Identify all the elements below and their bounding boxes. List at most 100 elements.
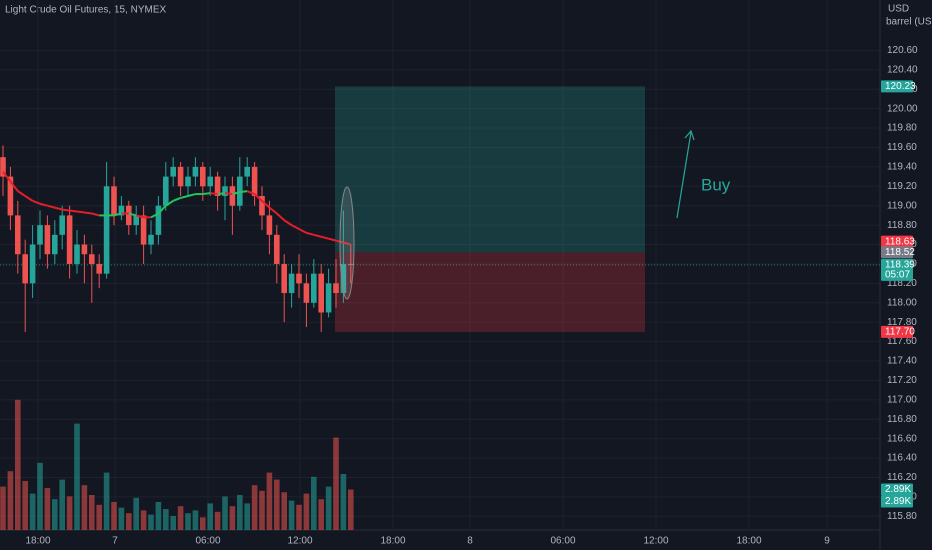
moving-average bbox=[298, 228, 307, 234]
volume-bar bbox=[7, 471, 14, 530]
volume-label-bg bbox=[881, 495, 913, 508]
volume-bar bbox=[126, 513, 132, 530]
volume-bar bbox=[229, 506, 236, 530]
volume-bar bbox=[200, 517, 206, 530]
x-tick-label: 06:00 bbox=[195, 536, 220, 547]
volume-bar bbox=[288, 500, 295, 530]
candle-body bbox=[200, 166, 206, 187]
candle-body bbox=[155, 205, 162, 235]
moving-average bbox=[253, 193, 263, 202]
x-tick-label: 8 bbox=[467, 536, 473, 547]
y-tick-label: 119.60 bbox=[887, 142, 917, 153]
moving-average bbox=[291, 224, 300, 230]
candle-body bbox=[52, 234, 58, 255]
volume-bar bbox=[59, 479, 65, 530]
moving-average bbox=[276, 212, 285, 222]
candle-body bbox=[89, 254, 95, 264]
moving-average bbox=[224, 192, 233, 196]
volume-bar bbox=[163, 509, 169, 530]
moving-average bbox=[306, 231, 315, 236]
candle-body bbox=[96, 263, 102, 274]
candle-body bbox=[311, 273, 317, 303]
x-tick-label: 12:00 bbox=[643, 536, 668, 547]
y-tick-label: 117.20 bbox=[887, 375, 917, 386]
candle-body bbox=[333, 283, 339, 294]
volume-bar bbox=[148, 514, 154, 530]
x-tick-label: 18:00 bbox=[736, 536, 761, 547]
x-tick-label: 9 bbox=[824, 536, 830, 547]
moving-average bbox=[69, 209, 78, 213]
volume-bar bbox=[118, 507, 125, 530]
y-tick-label: 117.60 bbox=[887, 336, 917, 347]
volume-bar bbox=[266, 472, 273, 530]
moving-average bbox=[62, 208, 70, 212]
moving-average bbox=[268, 206, 278, 215]
volume-bar bbox=[244, 503, 250, 530]
volume-bar bbox=[15, 399, 21, 530]
volume-bar bbox=[111, 502, 117, 530]
y-tick-label: 117.40 bbox=[887, 356, 917, 367]
entry-label-bg bbox=[881, 246, 913, 259]
moving-average bbox=[165, 200, 174, 207]
target-zone bbox=[335, 86, 645, 253]
grid bbox=[0, 0, 880, 530]
y-tick-label: 117.00 bbox=[887, 394, 917, 405]
moving-average bbox=[76, 210, 85, 214]
moving-average bbox=[202, 192, 211, 196]
y-tick-label: 120.40 bbox=[887, 64, 918, 75]
moving-average bbox=[320, 235, 329, 240]
volume-bar bbox=[66, 496, 73, 530]
candle-body bbox=[126, 205, 132, 226]
y-tick-label: 117.80 bbox=[887, 317, 917, 328]
moving-average bbox=[313, 233, 322, 238]
candle-body bbox=[15, 215, 21, 255]
stop-label-bg bbox=[881, 325, 913, 338]
candle-body bbox=[318, 273, 324, 313]
moving-average bbox=[84, 211, 92, 215]
volume-bar bbox=[303, 493, 310, 530]
moving-average bbox=[47, 204, 56, 209]
volume-bar bbox=[259, 490, 265, 530]
moving-average bbox=[328, 237, 337, 242]
candle-body bbox=[111, 186, 117, 216]
y-tick-label: 119.20 bbox=[887, 181, 917, 192]
candle-body bbox=[348, 263, 354, 265]
moving-average bbox=[91, 212, 100, 217]
entry-label: 118.52 bbox=[885, 247, 915, 258]
candle-body bbox=[303, 283, 310, 303]
candle-body bbox=[281, 263, 287, 294]
moving-average bbox=[210, 192, 218, 196]
candle-body bbox=[0, 157, 6, 177]
volume-bar bbox=[37, 462, 43, 530]
moving-average bbox=[232, 191, 241, 196]
unit: barrel (US) bbox=[886, 17, 932, 28]
last-price-label: 118.39 bbox=[885, 260, 915, 271]
moving-average bbox=[343, 241, 352, 246]
moving-average bbox=[261, 200, 271, 209]
volume-bar bbox=[214, 511, 221, 530]
candle-body bbox=[22, 254, 28, 284]
volume-bar bbox=[155, 502, 162, 530]
volume-bar bbox=[237, 495, 243, 530]
moving-average bbox=[187, 193, 196, 197]
y-tick-label: 119.80 bbox=[887, 123, 917, 134]
volume-bar bbox=[185, 513, 191, 530]
target-label: 120.23 bbox=[885, 81, 916, 92]
y-tick-label: 116.20 bbox=[887, 472, 917, 483]
candle-body bbox=[259, 196, 265, 216]
candle-body bbox=[222, 186, 228, 196]
volume-bar bbox=[74, 423, 80, 530]
y-tick-label: 118.80 bbox=[887, 220, 917, 231]
y-tick-label: 118.00 bbox=[887, 297, 917, 308]
moving-average bbox=[128, 212, 137, 217]
candle-body bbox=[325, 283, 332, 313]
volume-bar bbox=[251, 485, 258, 530]
volume-bar bbox=[44, 488, 51, 530]
y-tick-label: 118.20 bbox=[887, 278, 917, 289]
volume-label-bg bbox=[881, 483, 913, 496]
moving-average bbox=[217, 192, 226, 196]
candle-body bbox=[118, 205, 125, 216]
moving-average bbox=[54, 206, 63, 211]
moving-average bbox=[9, 180, 19, 192]
stop-label: 117.70 bbox=[885, 327, 915, 338]
